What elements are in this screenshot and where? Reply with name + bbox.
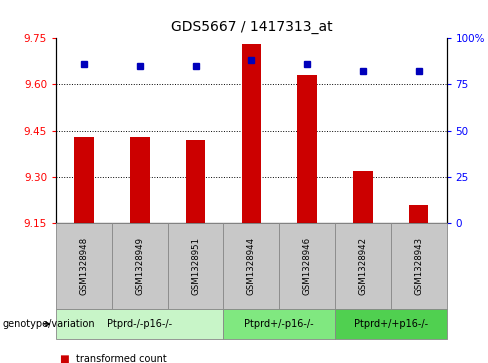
Text: GSM1328951: GSM1328951 — [191, 237, 200, 295]
Bar — [242, 44, 261, 223]
Text: GSM1328948: GSM1328948 — [80, 237, 88, 295]
Bar — [74, 137, 94, 223]
Bar — [353, 171, 373, 223]
Text: GSM1328949: GSM1328949 — [135, 237, 144, 295]
Text: GSM1328946: GSM1328946 — [303, 237, 312, 295]
Text: transformed count: transformed count — [76, 354, 166, 363]
Text: Ptprd+/+p16-/-: Ptprd+/+p16-/- — [354, 319, 428, 329]
Bar — [409, 205, 428, 223]
Text: GSM1328942: GSM1328942 — [358, 237, 367, 295]
Text: ■: ■ — [59, 354, 68, 363]
Text: GSM1328943: GSM1328943 — [414, 237, 423, 295]
Bar — [297, 75, 317, 223]
Text: Ptprd+/-p16-/-: Ptprd+/-p16-/- — [244, 319, 314, 329]
Text: GSM1328944: GSM1328944 — [247, 237, 256, 295]
Title: GDS5667 / 1417313_at: GDS5667 / 1417313_at — [170, 20, 332, 34]
Bar — [186, 140, 205, 223]
Text: Ptprd-/-p16-/-: Ptprd-/-p16-/- — [107, 319, 172, 329]
Text: genotype/variation: genotype/variation — [2, 319, 95, 329]
Bar — [130, 137, 149, 223]
